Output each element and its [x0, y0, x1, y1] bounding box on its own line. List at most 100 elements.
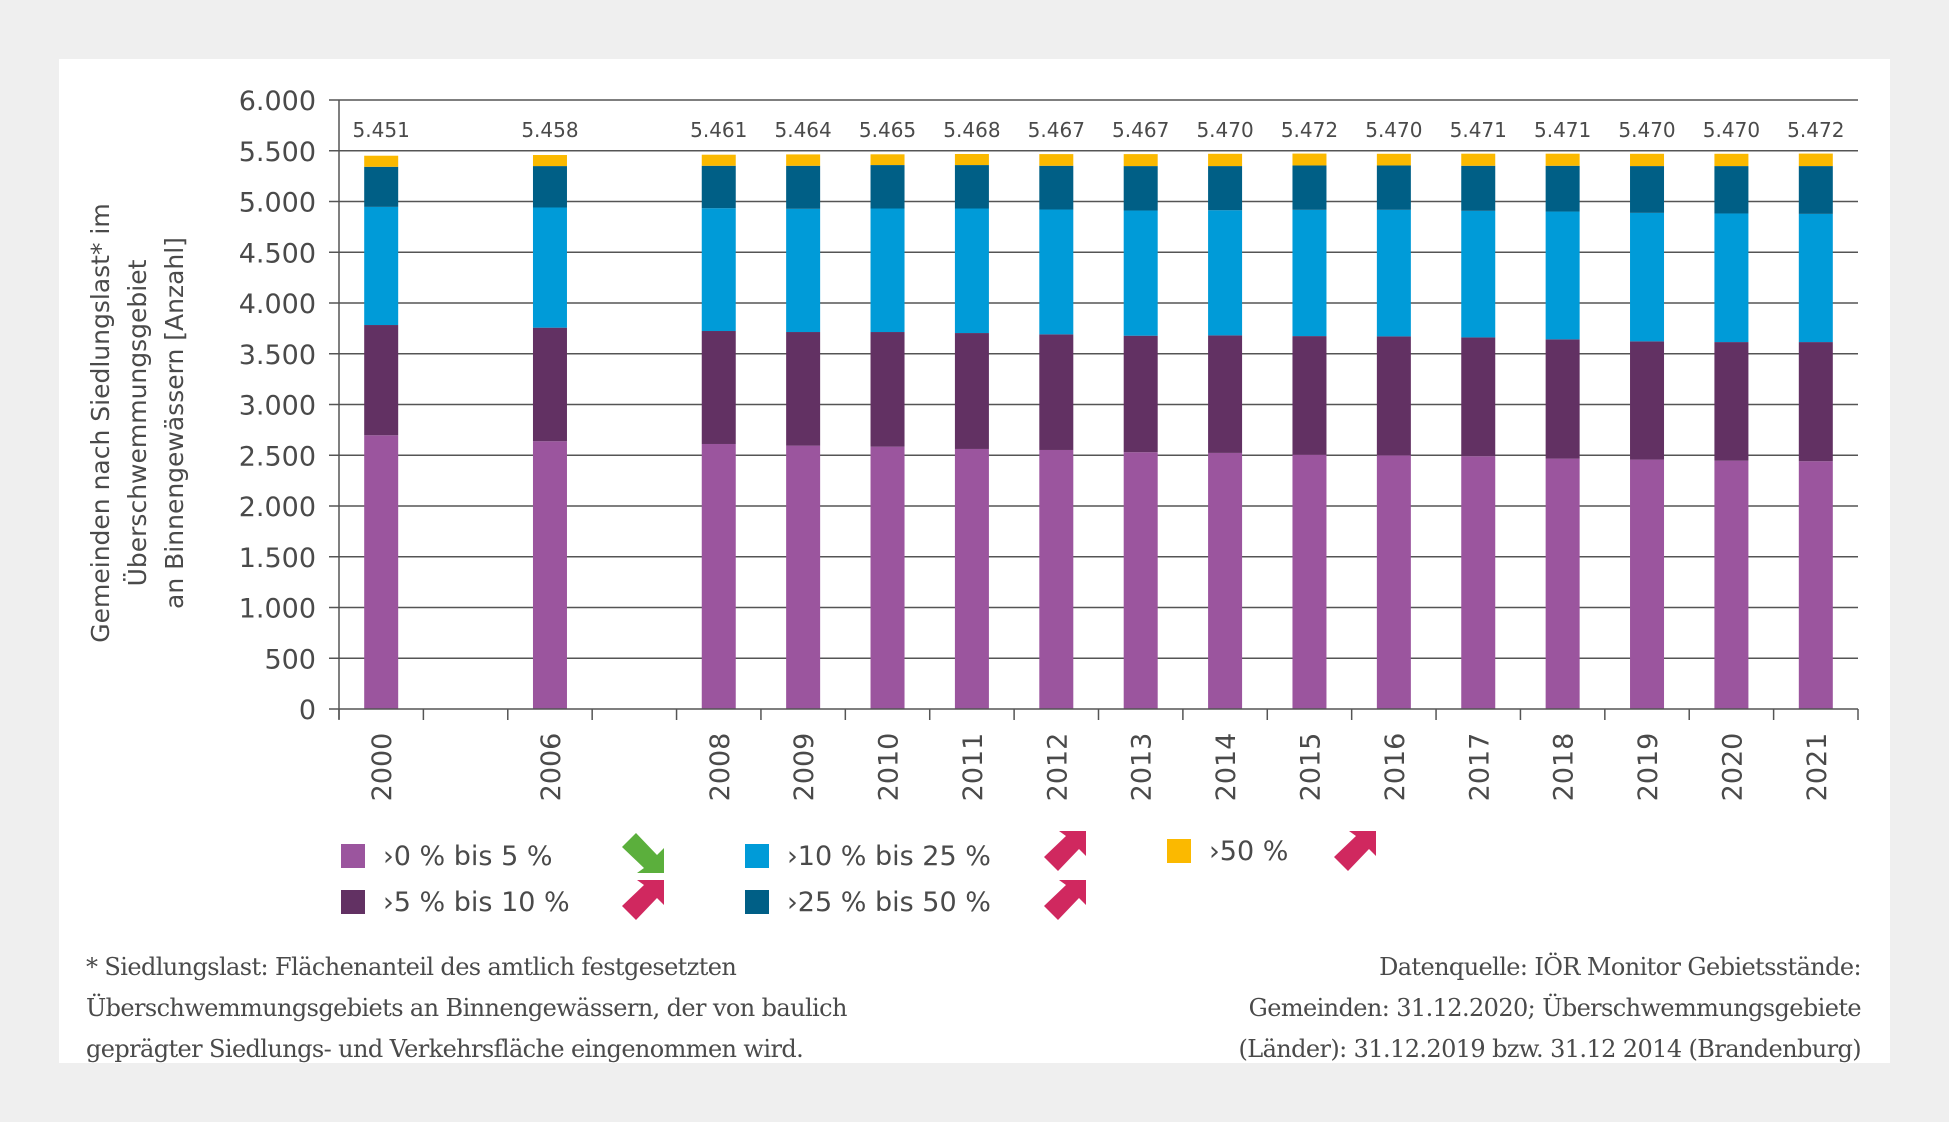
total-label: 5.467	[1112, 118, 1169, 142]
total-label: 5.464	[775, 118, 832, 142]
footnote-definition: * Siedlungslast: Flächenanteil des amtli…	[86, 947, 847, 1070]
bar-segment-2012-series-4	[1039, 154, 1074, 166]
y-axis-title-line-1: Gemeinden nach Siedlungslast* im	[86, 203, 115, 643]
y-tick-label: 5.500	[239, 137, 316, 168]
bar-segment-2019-series-2	[1630, 212, 1665, 342]
bar-segment-2013-series-4	[1123, 154, 1158, 167]
total-label: 5.470	[1618, 118, 1675, 142]
bar-segment-2015-series-4	[1292, 153, 1327, 166]
y-tick-label: 5.000	[239, 188, 316, 219]
legend-label-10-25: ›10 % bis 25 %	[787, 840, 991, 872]
bar-segment-2012-series-0	[1039, 449, 1074, 709]
y-tick-label: 3.000	[239, 391, 316, 422]
bar-segment-2009-series-1	[786, 332, 821, 446]
bar-segment-2017-series-4	[1461, 153, 1496, 166]
bar-segment-2020-series-1	[1714, 342, 1749, 461]
bar-segment-2018-series-2	[1545, 211, 1580, 340]
bar-segment-2000-series-0	[364, 435, 399, 709]
y-tick-label: 4.500	[239, 238, 316, 269]
bar-segment-2020-series-2	[1714, 213, 1749, 343]
y-axis-title: Gemeinden nach Siedlungslast* im Übersch…	[82, 163, 202, 683]
bar-segment-2016-series-4	[1376, 153, 1411, 166]
bar-segment-2020-series-3	[1714, 166, 1749, 214]
bar-segment-2011-series-0	[954, 448, 989, 709]
bar-segment-2017-series-3	[1461, 165, 1496, 211]
legend-item-0-5: ›0 % bis 5 %	[341, 836, 553, 876]
y-tick-label: 0	[299, 695, 316, 726]
y-axis-title-line-3: an Binnengewässern [Anzahl]	[160, 237, 189, 609]
total-label: 5.461	[690, 118, 747, 142]
bar-segment-2009-series-4	[786, 154, 821, 166]
trend-up-arrow-icon	[622, 880, 664, 920]
legend-label-50: ›50 %	[1209, 835, 1289, 867]
bar-segment-2000-series-4	[364, 155, 399, 167]
x-tick-label: 2020	[1717, 733, 1748, 802]
total-label: 5.470	[1703, 118, 1760, 142]
bar-segment-2021-series-3	[1798, 166, 1833, 214]
trend-up-arrow-icon	[1334, 831, 1376, 871]
footnote-line-1: * Siedlungslast: Flächenanteil des amtli…	[86, 953, 737, 981]
arrow-shape	[1044, 880, 1086, 920]
y-axis-title-line-2: Überschwemmungsgebiet	[123, 259, 152, 587]
bar-segment-2013-series-1	[1123, 335, 1158, 453]
axes	[329, 100, 1859, 720]
bar-segment-2008-series-0	[701, 443, 736, 709]
total-label: 5.465	[859, 118, 916, 142]
data-source-note: Datenquelle: IÖR Monitor Gebietsstände: …	[1238, 947, 1861, 1070]
total-label: 5.472	[1281, 118, 1338, 142]
bar-segment-2015-series-1	[1292, 336, 1327, 455]
x-tick-label: 2015	[1295, 733, 1326, 802]
total-label: 5.472	[1787, 118, 1844, 142]
x-tick-label: 2009	[789, 733, 820, 802]
bar-segment-2008-series-1	[701, 331, 736, 444]
bar-segment-2021-series-2	[1798, 213, 1833, 343]
bar-segment-2014-series-4	[1208, 153, 1243, 167]
bar-segment-2017-series-1	[1461, 337, 1496, 457]
y-tick-label: 3.500	[239, 340, 316, 371]
bar-segment-2012-series-2	[1039, 209, 1074, 335]
legend-swatch-10-25	[745, 844, 769, 868]
legend-swatch-5-10	[341, 890, 365, 914]
bar-segment-2012-series-3	[1039, 165, 1074, 210]
bar-segment-2018-series-1	[1545, 339, 1580, 459]
bar-segment-2020-series-4	[1714, 153, 1749, 167]
total-label: 5.468	[943, 118, 1000, 142]
x-tick-label: 2017	[1464, 733, 1495, 802]
x-tick-label: 2016	[1380, 733, 1411, 802]
bar-segment-2021-series-1	[1798, 342, 1833, 462]
bar-segment-2006-series-0	[532, 441, 567, 709]
bar-segment-2014-series-0	[1208, 452, 1243, 709]
bar-segment-2008-series-3	[701, 165, 736, 209]
bar-segment-2017-series-2	[1461, 210, 1496, 338]
bar-segment-2014-series-2	[1208, 210, 1243, 336]
bar-segment-2006-series-4	[532, 155, 567, 167]
x-tick-label: 2018	[1549, 733, 1580, 802]
bar-segment-2019-series-0	[1630, 459, 1665, 709]
bar-segment-2006-series-1	[532, 327, 567, 442]
bar-segment-2013-series-0	[1123, 452, 1158, 709]
bar-segment-2014-series-1	[1208, 335, 1243, 453]
x-tick-label: 2013	[1127, 733, 1158, 802]
bar-segment-2015-series-0	[1292, 454, 1327, 709]
total-label: 5.471	[1534, 118, 1591, 142]
legend-label-25-50: ›25 % bis 50 %	[787, 886, 991, 918]
x-tick-label: 2006	[536, 733, 567, 802]
total-label: 5.471	[1450, 118, 1507, 142]
x-tick-label: 2019	[1633, 733, 1664, 802]
bar-segment-2008-series-4	[701, 154, 736, 166]
y-tick-label: 2.000	[239, 492, 316, 523]
bar-segment-2016-series-0	[1376, 455, 1411, 709]
footnote-line-3: geprägter Siedlungs- und Verkehrsfläche …	[86, 1035, 804, 1063]
total-label: 5.458	[521, 118, 578, 142]
x-tick-label: 2011	[958, 733, 989, 802]
source-line-3: (Länder): 31.12.2019 bzw. 31.12 2014 (Br…	[1238, 1035, 1861, 1063]
bar-segment-2010-series-0	[870, 446, 905, 709]
bar-segment-2011-series-2	[954, 208, 989, 334]
bar-segment-2015-series-3	[1292, 165, 1327, 210]
trend-up-arrow-icon	[1044, 880, 1086, 920]
total-label: 5.470	[1196, 118, 1253, 142]
footnote-line-2: Überschwemmungsgebiets an Binnengewässer…	[86, 994, 847, 1022]
bar-segment-2018-series-3	[1545, 165, 1580, 212]
arrow-shape	[1334, 831, 1376, 871]
